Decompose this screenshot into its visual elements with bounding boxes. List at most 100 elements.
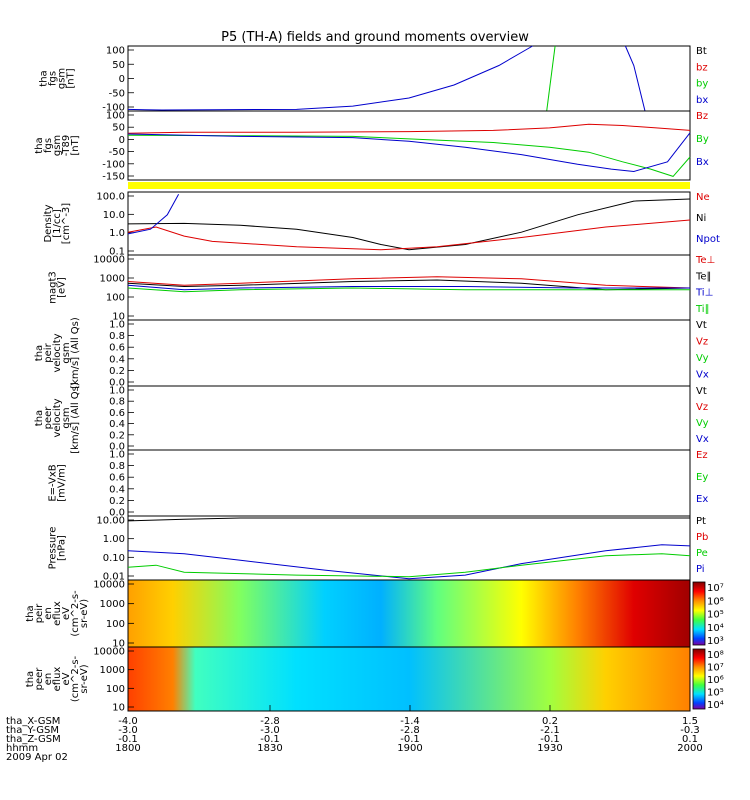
series-line-fgs-t89 — [127, 123, 691, 134]
y-tick-label: 0.10 — [103, 553, 125, 564]
y-axis-label: gsm — [61, 342, 72, 363]
y-tick-label: 50 — [112, 123, 125, 134]
y-axis-label: gsm — [57, 68, 68, 89]
series-line-density — [127, 219, 691, 251]
legend-entry: Vz — [696, 402, 708, 413]
y-tick-label: 1000 — [100, 599, 125, 610]
series-line-temperature — [127, 276, 691, 289]
y-tick-label: 1.0 — [109, 450, 125, 461]
legend-entry: By — [696, 134, 709, 145]
panel-frame-fgs-t89 — [127, 110, 691, 181]
panel-frame-temperature — [127, 254, 691, 321]
colorbar-peir-eflux — [692, 581, 706, 646]
y-axis-label: peir — [34, 603, 45, 623]
legend-entry: Ey — [696, 472, 708, 483]
orbit-row-value: 1830 — [257, 743, 282, 754]
legend-entry: Ne — [696, 192, 710, 203]
y-axis-label: peer — [43, 406, 54, 430]
y-axis-label: en — [43, 673, 54, 686]
y-axis-label: velocity — [52, 333, 63, 372]
colorbar-tick-label: 10⁵ — [707, 610, 724, 621]
legend-entry: Te∥ — [695, 271, 712, 282]
panel-frame-fgs — [127, 45, 691, 112]
orbit-row-value: -0.1 — [260, 734, 280, 745]
y-tick-label: 0.4 — [109, 354, 125, 365]
y-tick-label: -50 — [109, 88, 125, 99]
y-tick-label: -150 — [102, 172, 125, 183]
legend-entry: Pt — [696, 516, 706, 527]
y-tick-label: 0.6 — [109, 473, 125, 484]
legend-entry: Te⊥ — [695, 255, 715, 266]
panel-frame-pressure — [127, 515, 691, 581]
y-axis-label: tha — [34, 137, 45, 153]
y-tick-label: 0.0 — [109, 508, 125, 519]
series-line-pressure — [127, 544, 691, 580]
y-tick-label: 0 — [119, 74, 125, 85]
series-line-pressure — [127, 517, 690, 522]
y-axis-label: peir — [43, 342, 54, 362]
y-tick-label: 0.0 — [109, 442, 125, 453]
y-tick-label: 0.6 — [109, 408, 125, 419]
y-axis-label: E=-VxB — [48, 464, 59, 501]
orbit-row-value: 0.1 — [682, 734, 698, 745]
y-tick-label: 100 — [106, 684, 125, 695]
spectrogram-peer-eflux — [128, 647, 690, 711]
y-tick-label: 0.2 — [109, 366, 125, 377]
orbit-row-value: -4.0 — [118, 716, 138, 727]
y-axis-label: sr-eV) — [79, 664, 90, 693]
y-axis-label: tha — [39, 70, 50, 86]
y-axis-label: gsm — [52, 135, 63, 156]
orbit-row-value: -3.0 — [260, 725, 280, 736]
legend-entry: Vx — [696, 370, 709, 381]
legend-entry: Pe — [696, 548, 708, 559]
y-tick-label: 0.8 — [109, 461, 125, 472]
y-tick-label: 10 — [112, 312, 125, 323]
colorbar-tick-label: 10⁶ — [707, 675, 724, 686]
y-axis-label: Pressure — [48, 527, 59, 570]
y-tick-label: 0.4 — [109, 419, 125, 430]
orbit-row-value: -0.1 — [118, 734, 138, 745]
orbit-row-value: 1.5 — [682, 716, 698, 727]
series-line-density — [127, 198, 691, 251]
y-axis-label: [eV] — [57, 277, 68, 298]
y-tick-label: 100 — [106, 46, 125, 57]
y-tick-label: 1.0 — [109, 320, 125, 331]
y-tick-label: 10.00 — [96, 516, 125, 527]
y-axis-label: (cm^2-s- — [70, 655, 81, 702]
y-axis-label: tha — [25, 671, 36, 687]
y-axis-label: [nT] — [70, 135, 81, 155]
legend-entry: Ez — [696, 450, 708, 461]
y-axis-label: Density — [43, 204, 54, 242]
legend-entry: Ti∥ — [695, 304, 710, 315]
orbit-row-value: -0.1 — [400, 734, 420, 745]
legend-entry: bx — [696, 95, 708, 106]
series-line-density — [127, 193, 180, 235]
y-tick-label: 10.0 — [103, 210, 125, 221]
y-axis-label: (cm^2-s- — [70, 590, 81, 637]
legend-entry: Ti⊥ — [695, 288, 713, 299]
legend-entry: Bz — [696, 111, 708, 122]
legend-entry: Bt — [696, 46, 707, 57]
y-tick-label: 100 — [106, 111, 125, 122]
colorbar-tick-label: 10⁴ — [707, 700, 724, 711]
panel-frame-peer-velocity — [127, 385, 691, 451]
series-line-fgs — [127, 45, 533, 111]
y-axis-label: magt3 — [48, 271, 59, 304]
legend-entry: bz — [696, 62, 708, 73]
orbit-row-value: 2000 — [677, 743, 702, 754]
y-tick-label: 10 — [112, 639, 125, 650]
legend-entry: Npot — [696, 234, 720, 245]
legend-entry: Vt — [696, 320, 707, 331]
panel-frame-efield — [127, 449, 691, 517]
orbit-row-label: tha_X-GSM — [6, 716, 60, 727]
colorbar-tick-label: 10⁶ — [707, 596, 724, 607]
y-tick-label: 10 — [112, 703, 125, 714]
y-axis-label: velocity — [52, 398, 63, 437]
y-axis-label: tha — [25, 605, 36, 621]
y-tick-label: 50 — [112, 60, 125, 71]
y-tick-label: 1000 — [100, 274, 125, 285]
series-line-temperature — [127, 284, 690, 291]
y-tick-label: 0.2 — [109, 430, 125, 441]
y-axis-label: gsm — [61, 407, 72, 428]
y-tick-label: 0.1 — [109, 247, 125, 258]
